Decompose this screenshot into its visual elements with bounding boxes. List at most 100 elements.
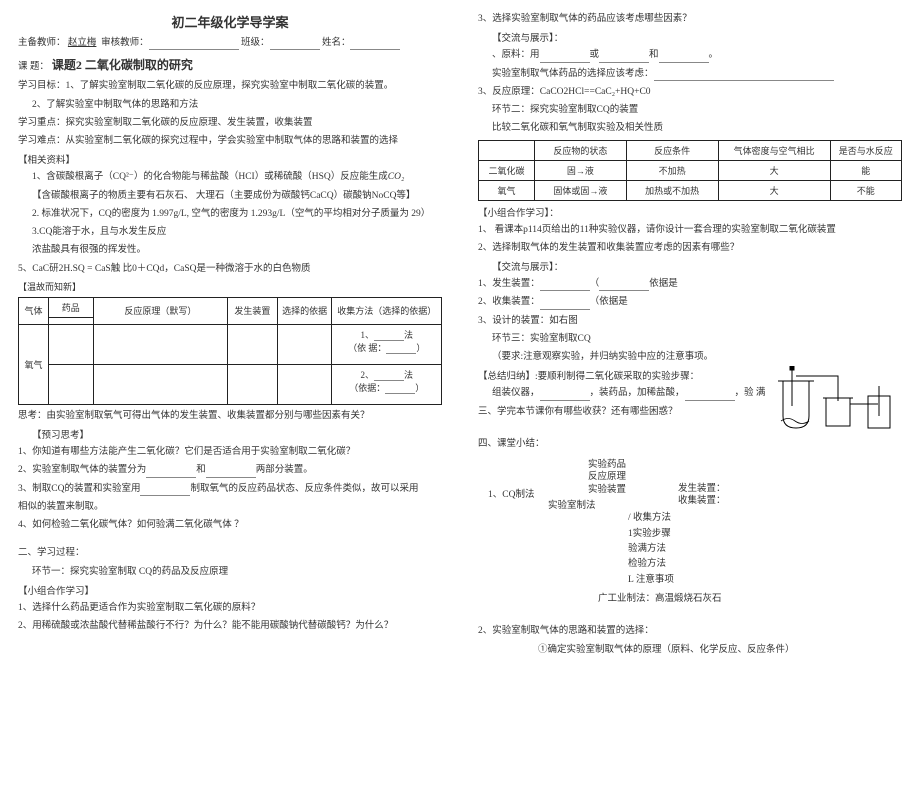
blank: [540, 390, 590, 401]
sum-right: 发生装置： 收集装置：: [678, 459, 798, 512]
cell: [48, 324, 93, 364]
rawc: 和: [649, 50, 659, 60]
th-principle: 反应原理（默写）: [93, 297, 227, 324]
li4: L 注意事项: [618, 574, 902, 586]
p2: 2、实验室制取气体的装置分为和两部分装置。: [18, 463, 442, 477]
m1m: 法: [404, 330, 413, 340]
name-label: 姓名：: [322, 38, 351, 48]
seg2: 环节二：探究实验室制取CQ的装置: [478, 103, 902, 117]
materials-label: 【相关资料】: [18, 152, 442, 166]
table-row: 氧气 固体或固→液 加热或不加热 大 不能: [479, 180, 902, 200]
th3: 气体密度与空气相比: [718, 140, 830, 160]
li3: 检验方法: [618, 558, 902, 570]
blank: [206, 467, 256, 478]
preview-label: 【预习思考】: [18, 427, 442, 441]
goal1: 1、了解实验室制取二氧化碳的反应原理，探究实验室中制取二氧化碳的装置。: [66, 81, 394, 91]
p1: 1、你知道有哪些方法能产生二氧化碳？它们是否适合用于实验室制取二氧化碳？: [18, 445, 442, 459]
m2n: 2、: [360, 370, 374, 380]
goal2: 2、了解实验室中制取气体的思路和方法: [18, 98, 442, 112]
q2: 2、用稀硫酸或浓盐酸代替稀盐酸行不行？为什么？能不能用碳酸钠代替碳酸钙？为什么？: [18, 619, 442, 633]
cell: [227, 324, 277, 364]
focus-label: 学习重点：: [18, 118, 66, 128]
r2sub: ①确定实验室制取气体的原理（原料、化学反应、反应条件）: [478, 643, 902, 657]
show2-label: 【交流与展示】：: [478, 259, 902, 273]
review-blank: [149, 39, 239, 50]
c2: 2、选择制取气体的发生装置和收集装置应考虑的因素有哪些？: [478, 241, 902, 255]
cell: 大: [718, 180, 830, 200]
show-label: 【交流与展示】：: [478, 30, 902, 44]
th-gas: 气体: [19, 297, 49, 324]
cell: 大: [718, 160, 830, 180]
name-blank: [350, 39, 400, 50]
li1: 1实验步骤: [618, 528, 902, 540]
cell: [93, 324, 227, 364]
blank: [599, 280, 649, 291]
m1b: CQ²⁻: [113, 172, 134, 182]
goals: 学习目标：1、了解实验室制取二氧化碳的反应原理，探究实验室中制取二氧化碳的装置。: [18, 79, 442, 93]
c1: 1、 看课本p114页给出的11种实验仪器，请你设计一套合理的实验室制取二氧化碳…: [478, 223, 902, 237]
table-row: 气体 药品 反应原理（默写） 发生装置 选择的依据 收集方法（选择的依据）: [19, 297, 442, 317]
blank: [374, 370, 404, 381]
cell-gas1: 二氧化碳: [479, 160, 535, 180]
rawa: 、原料：用: [492, 50, 540, 60]
focus-text: 探究实验室制取二氧化碳的反应原理、发生装置，收集装置: [66, 118, 313, 128]
cell: [227, 364, 277, 404]
blank: [540, 52, 590, 63]
industry: 广工业制法：高温煅烧石灰石: [478, 592, 902, 606]
th-dev: 发生装置: [227, 297, 277, 324]
blank: [540, 299, 590, 310]
li2: 验满方法: [618, 543, 902, 555]
topic-text: 课题2 二氧化碳制取的研究: [52, 58, 193, 72]
q1: 1、选择什么药品更适合作为实验室制取二氧化碳的原料？: [18, 601, 442, 615]
teacher-prefix: 主备教师：: [18, 38, 66, 48]
warm-label: 【温故而知新】: [18, 280, 442, 293]
p3a: 3、制取CQ的装置和实验室用: [18, 484, 140, 494]
m1d: HCI: [238, 172, 254, 182]
blank: [140, 485, 190, 496]
rawd: 。: [709, 50, 719, 60]
table-row: 氧气 1、法 （依 据：）: [19, 324, 442, 364]
lab-left: 实验室制法: [548, 500, 678, 512]
cell: 固→液: [535, 160, 627, 180]
dev2: 2、收集装置：（依据是: [478, 295, 902, 309]
coop2-label: 【小组合作学习】：: [478, 205, 902, 219]
th0: [479, 140, 535, 160]
cell: 能: [830, 160, 901, 180]
topic-line: 课 题： 课题2 二氧化碳制取的研究: [18, 56, 442, 73]
cell-gas: 氧气: [19, 324, 49, 404]
blank: [540, 280, 590, 291]
dev1: 1、发生装置：（依据是: [478, 277, 902, 291]
eqa: 3、反应原理：: [478, 87, 540, 97]
table-row: 反应物的状态 反应条件 气体密度与空气相比 是否与水反应: [479, 140, 902, 160]
p3b: 制取氧气的反应药品状态、反应条件类似，故可以采用: [190, 484, 418, 494]
class-blank: [270, 39, 320, 50]
goals-label: 学习目标：: [18, 81, 66, 91]
th-drug: 药品: [48, 297, 93, 317]
m1e: ）或稀硫酸（: [255, 172, 312, 182]
m1-note: 【含碳酸根离子的物质主要有石灰石、 大理石（主要成份为碳酸钙CaCQ）碳酸钠No…: [18, 189, 442, 203]
m5: 5、CaC研2H.SQ = CaS触 比0＋CQd，CaSQ是一种微溶于水的白色…: [18, 262, 442, 276]
p2c: 两部分装置。: [256, 465, 313, 475]
th4: 是否与水反应: [830, 140, 901, 160]
sa: 组装仪器，: [492, 388, 540, 398]
m2m: 法: [404, 370, 413, 380]
table-row: 2、法 （依据：）: [19, 364, 442, 404]
eq: CaCO2HCl==CaC₂+HQ+C0: [540, 87, 651, 97]
th-collect: 收集方法（选择的依据）: [332, 297, 442, 324]
seg1: 环节一：探究实验室制取 CQ的药品及反应原理: [18, 565, 442, 579]
m1c: ）的化合物能与稀盐酸（: [134, 172, 239, 182]
blank: [385, 383, 415, 394]
p2b: 和: [196, 465, 206, 475]
focus-row: 学习重点：探究实验室制取二氧化碳的反应原理、发生装置，收集装置: [18, 116, 442, 130]
empty-cell: [48, 317, 93, 324]
m1d: （依 据：: [348, 343, 386, 353]
li0: / 收集方法: [618, 512, 902, 524]
rd1: 收集装置：: [678, 495, 798, 507]
cell-method1: 1、法 （依 据：）: [332, 324, 442, 364]
compare-table: 反应物的状态 反应条件 气体密度与空气相比 是否与水反应 二氧化碳 固→液 不加…: [478, 140, 902, 201]
m1a: 1、含碳酸根离子（: [32, 172, 113, 182]
r3: 3、选择实验室制取气体的药品应该考虑哪些因素？: [478, 12, 902, 26]
teacher-line: 主备教师： 赵立梅 审核教师： 班级： 姓名：: [18, 37, 442, 50]
table-row: 二氧化碳 固→液 不加热 大 能: [479, 160, 902, 180]
p3c: 相似的装置来制取。: [18, 500, 442, 514]
